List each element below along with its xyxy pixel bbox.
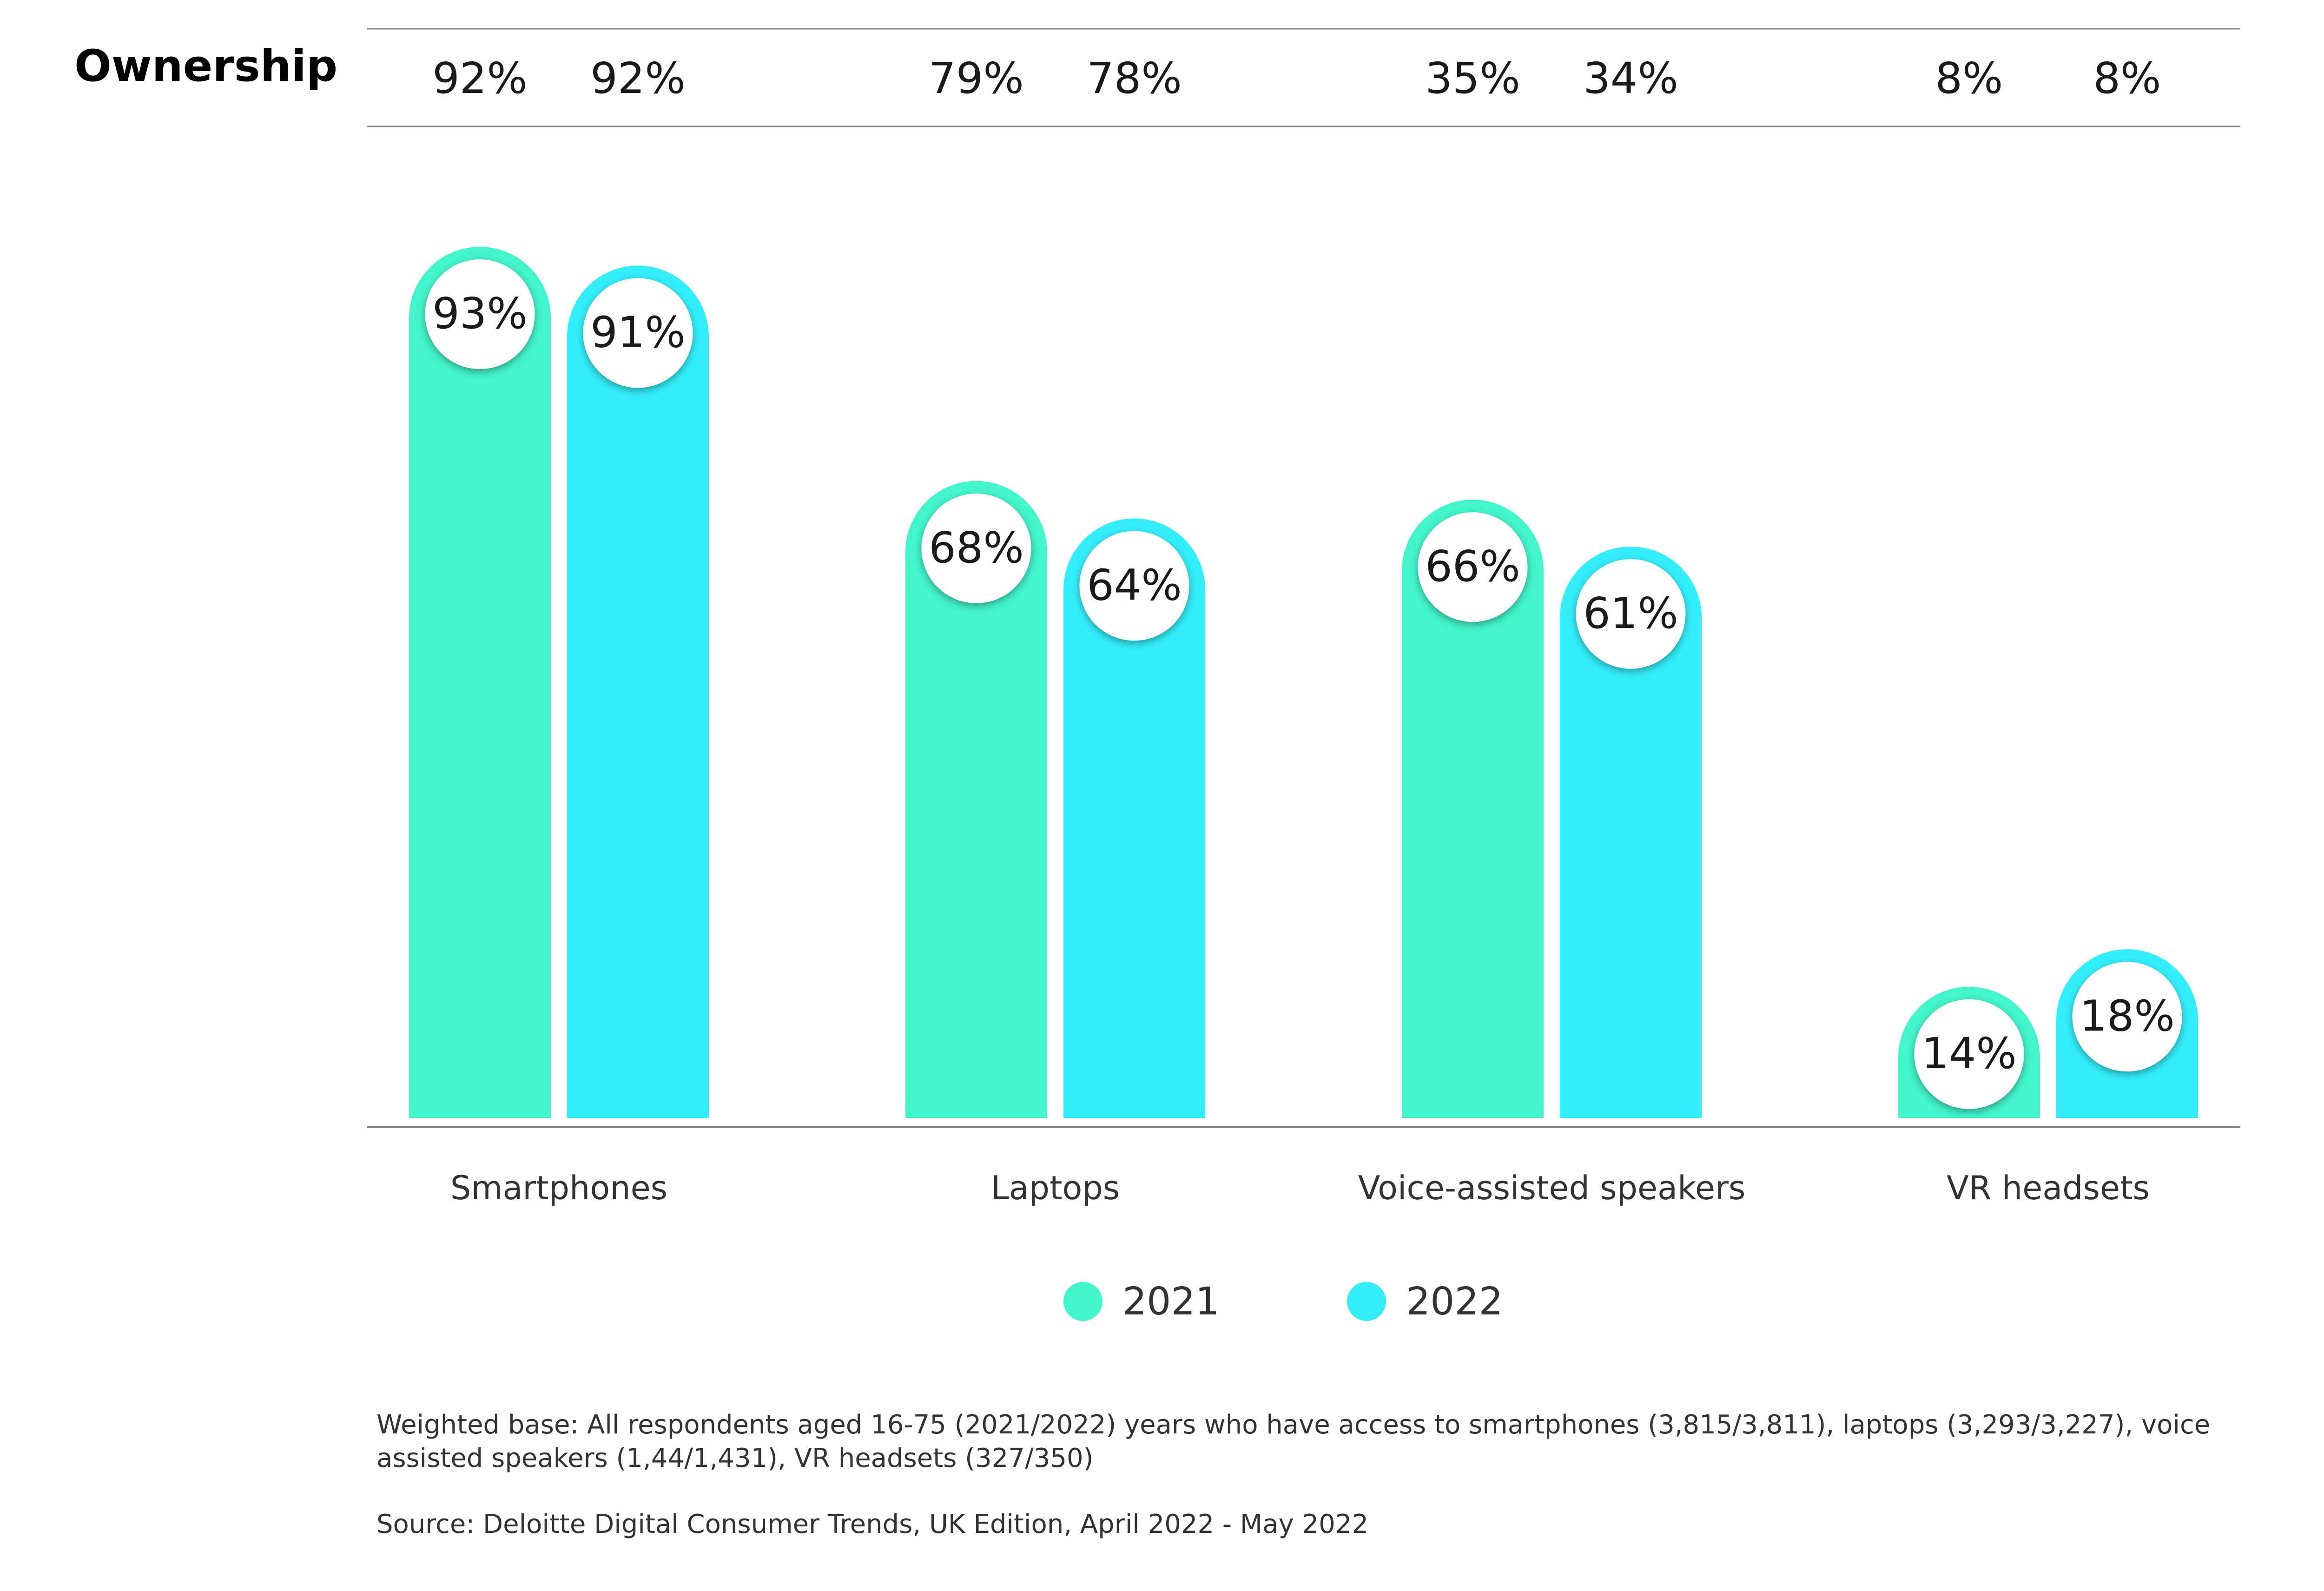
bar-smartphones-2022 bbox=[567, 265, 709, 1118]
bar-label-badge-voice-assisted-speakers-2022 bbox=[1576, 559, 1686, 669]
ownership-value-voice-assisted-speakers-2021: 35% bbox=[1425, 53, 1520, 103]
bar-smartphones-2021 bbox=[409, 247, 551, 1118]
source-note: Source: Deloitte Digital Consumer Trends… bbox=[376, 1509, 1369, 1539]
bar-value-label-vr-headsets-2021: 14% bbox=[1921, 1029, 2016, 1078]
bar-label-badge-vr-headsets-2022 bbox=[2072, 962, 2182, 1072]
bar-voice-assisted-speakers-2022 bbox=[1560, 546, 1702, 1118]
legend-swatch-2022 bbox=[1347, 1282, 1386, 1321]
bar-laptops-2021 bbox=[905, 481, 1047, 1118]
ownership-value-vr-headsets-2021: 8% bbox=[1935, 53, 2003, 103]
bar-label-badge-voice-assisted-speakers-2021 bbox=[1418, 512, 1528, 622]
bar-value-label-voice-assisted-speakers-2022: 61% bbox=[1583, 588, 1678, 638]
ownership-value-smartphones-2021: 92% bbox=[432, 53, 527, 103]
bar-value-label-laptops-2022: 64% bbox=[1087, 560, 1182, 610]
legend-swatch-2021 bbox=[1063, 1282, 1103, 1321]
x-tick-label-laptops: Laptops bbox=[991, 1169, 1120, 1207]
bar-value-label-smartphones-2021: 93% bbox=[432, 289, 527, 338]
x-tick-label-vr-headsets: VR headsets bbox=[1947, 1169, 2150, 1207]
bar-voice-assisted-speakers-2021 bbox=[1402, 500, 1544, 1118]
ownership-value-smartphones-2022: 92% bbox=[590, 53, 685, 103]
ownership-value-laptops-2021: 79% bbox=[929, 53, 1023, 103]
ownership-value-laptops-2022: 78% bbox=[1087, 53, 1182, 103]
bar-value-label-smartphones-2022: 91% bbox=[590, 307, 685, 357]
ownership-value-vr-headsets-2022: 8% bbox=[2093, 53, 2161, 103]
bar-value-label-voice-assisted-speakers-2021: 66% bbox=[1425, 541, 1520, 591]
ownership-value-voice-assisted-speakers-2022: 34% bbox=[1583, 53, 1678, 103]
x-tick-label-voice-assisted-speakers: Voice-assisted speakers bbox=[1358, 1169, 1746, 1207]
bar-value-label-vr-headsets-2022: 18% bbox=[2080, 991, 2174, 1041]
legend-label-2021: 2021 bbox=[1122, 1280, 1220, 1324]
ownership-row-label: Ownership bbox=[74, 41, 338, 92]
bar-label-badge-smartphones-2022 bbox=[583, 278, 693, 388]
bar-laptops-2022 bbox=[1063, 518, 1205, 1118]
bar-label-badge-vr-headsets-2021 bbox=[1914, 999, 2024, 1109]
bar-label-badge-smartphones-2021 bbox=[425, 259, 535, 370]
bar-label-badge-laptops-2022 bbox=[1079, 531, 1189, 641]
bar-label-badge-laptops-2021 bbox=[921, 493, 1031, 603]
chart-notes: Weighted base: All respondents aged 16-7… bbox=[376, 1408, 2282, 1574]
bar-value-label-laptops-2021: 68% bbox=[929, 523, 1023, 573]
weighted-base-note: Weighted base: All respondents aged 16-7… bbox=[376, 1410, 2211, 1473]
legend-label-2022: 2022 bbox=[1406, 1280, 1503, 1324]
x-tick-label-smartphones: Smartphones bbox=[450, 1169, 667, 1207]
